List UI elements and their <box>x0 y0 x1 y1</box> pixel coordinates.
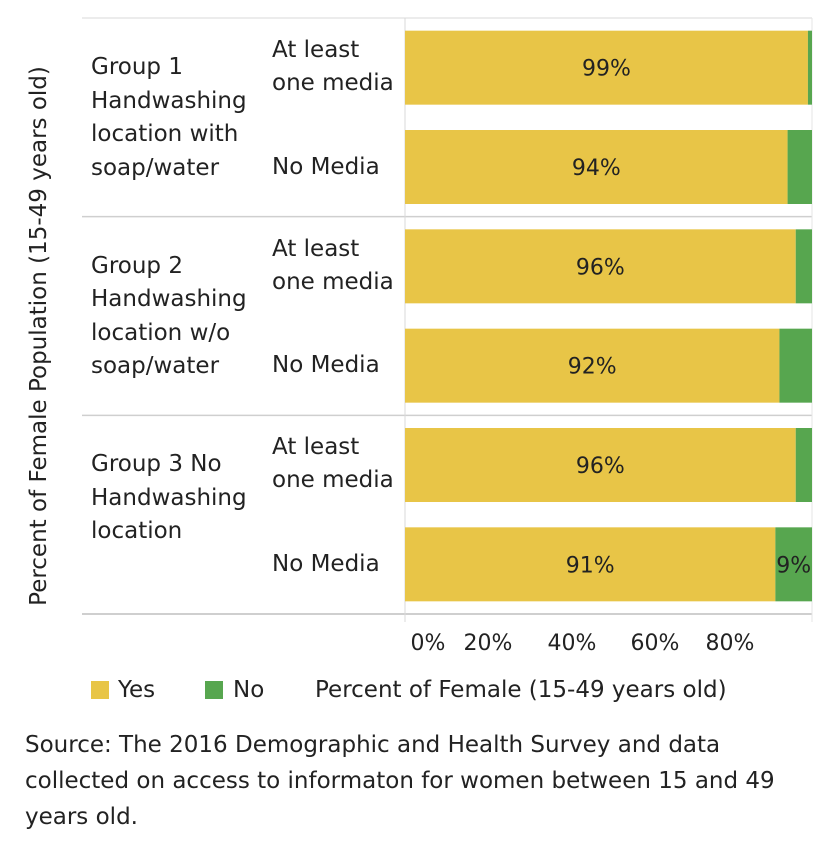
bar-yes <box>405 130 788 204</box>
row-label-line: No Media <box>272 550 380 577</box>
group-label-line: soap/water <box>91 353 220 380</box>
group-label-line: Handwashing <box>91 484 247 511</box>
group-label: Group 1 Handwashing location with soap/wate… <box>91 51 247 185</box>
group-label-line: location <box>91 518 183 545</box>
row-label: No Media <box>272 151 380 184</box>
row-label-line: At least <box>272 37 360 63</box>
group-label-line: Handwashing <box>91 87 247 114</box>
bar-yes <box>405 229 796 304</box>
row-label-line: one media <box>272 268 394 295</box>
bar-no <box>787 130 812 204</box>
bar-yes-label: 94% <box>572 156 621 181</box>
x-tick-label: 20% <box>464 631 513 656</box>
bar-no <box>795 229 812 304</box>
row-label: At least one media <box>272 34 394 100</box>
row-label: At least one media <box>272 431 394 497</box>
bar-no <box>795 428 812 502</box>
bar-yes-label: 96% <box>576 255 625 280</box>
row-label-line: one media <box>272 70 394 96</box>
bar-yes <box>405 328 780 403</box>
row-label: At least one media <box>272 233 394 299</box>
x-tick-label: 0% <box>411 631 446 656</box>
bar-yes-label: 99% <box>582 57 631 82</box>
group-label-line: location w/o <box>91 319 231 346</box>
x-tick-label: 40% <box>548 631 597 656</box>
group-label-line: soap/water <box>91 154 220 181</box>
bar-no <box>775 527 812 602</box>
group-label: Group 3 No Handwashing location <box>91 448 247 549</box>
legend-swatch-no <box>205 681 223 699</box>
x-tick-label: 60% <box>631 631 680 656</box>
row-label-line: No Media <box>272 352 380 379</box>
row-label: No Media <box>272 548 380 581</box>
group-label-line: Group 3 No <box>91 451 222 478</box>
legend-swatch-yes <box>91 681 109 699</box>
bar-yes <box>405 30 808 105</box>
group-label-line: Group 2 <box>91 252 183 279</box>
bar-yes <box>405 527 776 602</box>
group-label: Group 2 Handwashing location w/o soap/water <box>91 250 247 384</box>
bar-no <box>779 328 812 403</box>
group-label-line: Group 1 <box>91 54 183 80</box>
legend-label-yes: Yes <box>118 677 156 703</box>
bar-yes <box>405 428 796 502</box>
row-label-line: At least <box>272 235 360 262</box>
row-label-line: At least <box>272 434 360 461</box>
bar-no <box>807 30 812 105</box>
bar-no-label: 9% <box>776 553 811 578</box>
x-tick-label: 80% <box>706 631 755 656</box>
group-label-line: Handwashing <box>91 286 247 313</box>
row-label-line: one media <box>272 467 394 494</box>
source-note: Source: The 2016 Demographic and Health … <box>25 732 775 830</box>
row-label-line: No Media <box>272 153 380 180</box>
bar-yes-label: 96% <box>576 454 625 479</box>
group-label-line: location with <box>91 121 239 147</box>
x-axis-title: Percent of Female (15-49 years old) <box>315 677 727 703</box>
y-axis-title: Percent of Female Population (15-49 year… <box>26 66 52 606</box>
row-label: No Media <box>272 349 380 382</box>
bar-yes-label: 92% <box>568 355 617 380</box>
legend-label-no: No <box>233 677 265 703</box>
bar-yes-label: 91% <box>566 553 615 578</box>
